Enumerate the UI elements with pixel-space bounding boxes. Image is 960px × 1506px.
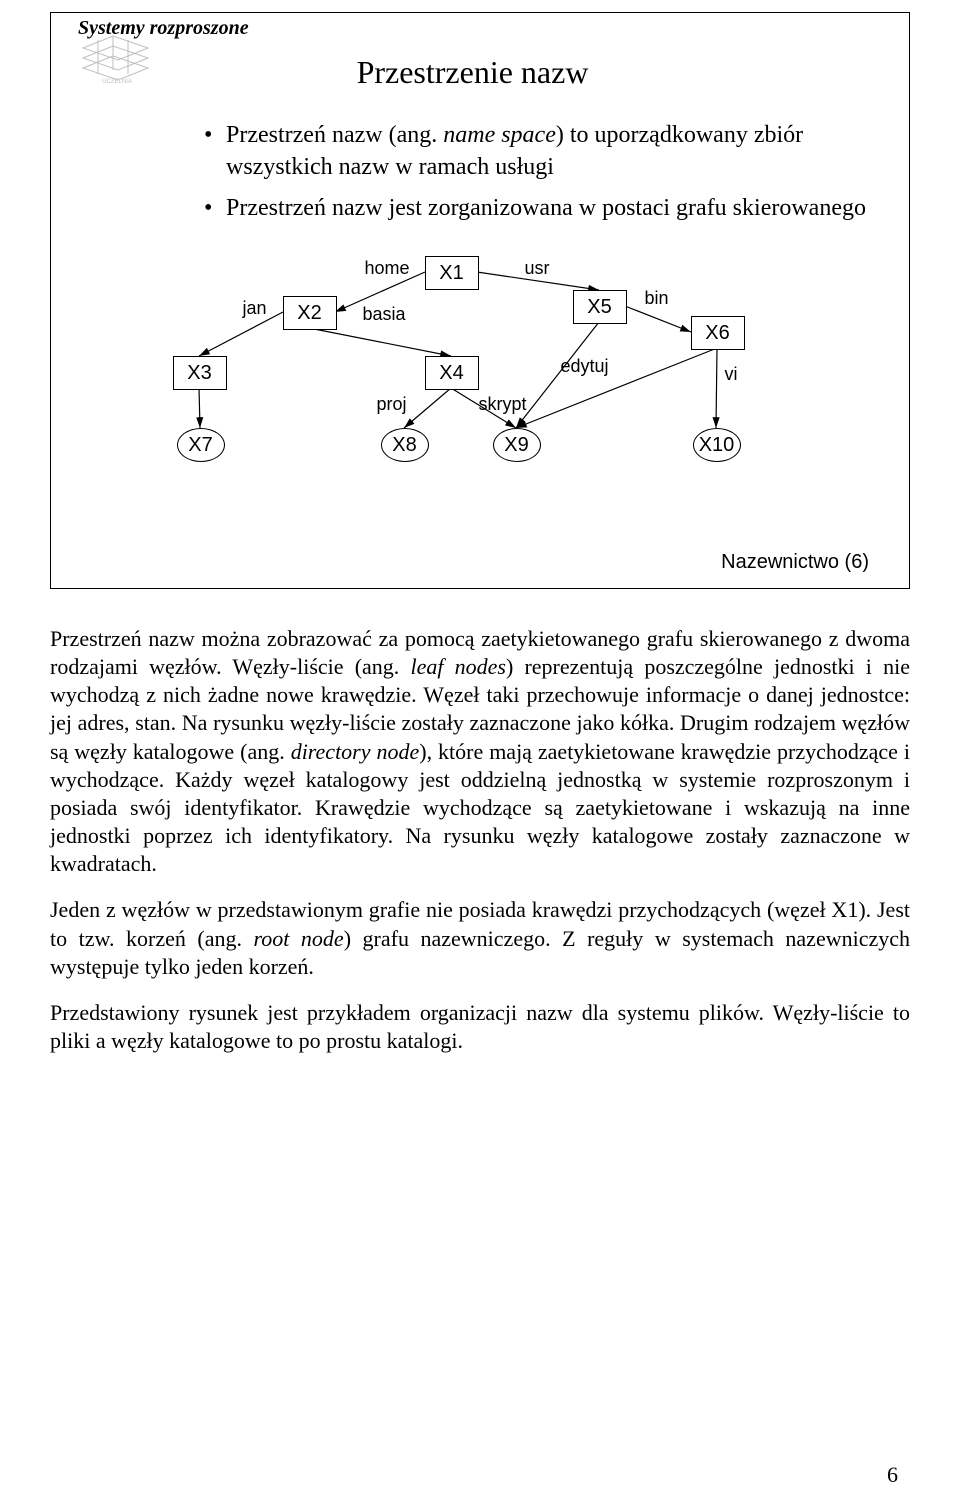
- bullet-list: Przestrzeń nazw (ang. name space) to upo…: [186, 119, 869, 224]
- edge-label: usr: [525, 258, 550, 279]
- bullet-item: Przestrzeń nazw (ang. name space) to upo…: [226, 119, 869, 184]
- edge-label: skrypt: [479, 394, 527, 415]
- graph-node-rect: X5: [573, 290, 627, 324]
- graph-node-rect: X6: [691, 316, 745, 350]
- graph-node-circle: X8: [381, 428, 429, 462]
- edge-label: bin: [645, 288, 669, 309]
- graph-node-circle: X10: [693, 428, 741, 462]
- bullet-text: Przestrzeń nazw (ang.: [226, 122, 443, 148]
- graph-node-rect: X3: [173, 356, 227, 390]
- slide-frame: Systemy rozproszone UCZELNIA Przestrzeni…: [50, 12, 910, 589]
- page-number: 6: [887, 1462, 898, 1488]
- edge-label: home: [365, 258, 410, 279]
- paragraph: Przedstawiony rysunek jest przykładem or…: [50, 999, 910, 1055]
- logo-icon: UCZELNIA: [78, 28, 156, 86]
- bullet-text: Przestrzeń nazw jest zorganizowana w pos…: [226, 195, 866, 221]
- svg-text:UCZELNIA: UCZELNIA: [102, 79, 132, 85]
- explanatory-text: Przestrzeń nazw można zobrazować za pomo…: [50, 625, 910, 1055]
- edge-label: edytuj: [561, 356, 609, 377]
- bullet-item: Przestrzeń nazw jest zorganizowana w pos…: [226, 192, 869, 224]
- graph-node-circle: X7: [177, 428, 225, 462]
- paragraph: Jeden z węzłów w przedstawionym grafie n…: [50, 896, 910, 980]
- bullet-italic: name space: [443, 122, 556, 148]
- graph-node-rect: X4: [425, 356, 479, 390]
- paragraph: Przestrzeń nazw można zobrazować za pomo…: [50, 625, 910, 878]
- namespace-graph: X1 X2 X3 X4 X5 X6 X7 X8 X9 X10 home usr bin jan basia e…: [153, 248, 793, 478]
- edge-label: jan: [243, 298, 267, 319]
- frame-label: Systemy rozproszone: [76, 13, 869, 42]
- edge-label: vi: [725, 364, 738, 385]
- edge-label: basia: [363, 304, 406, 325]
- slide-footer: Nazewnictwo (6): [721, 551, 869, 574]
- graph-node-rect: X1: [425, 256, 479, 290]
- graph-node-circle: X9: [493, 428, 541, 462]
- graph-node-rect: X2: [283, 296, 337, 330]
- edge-label: proj: [377, 394, 407, 415]
- slide-title: Przestrzenie nazw: [76, 54, 869, 91]
